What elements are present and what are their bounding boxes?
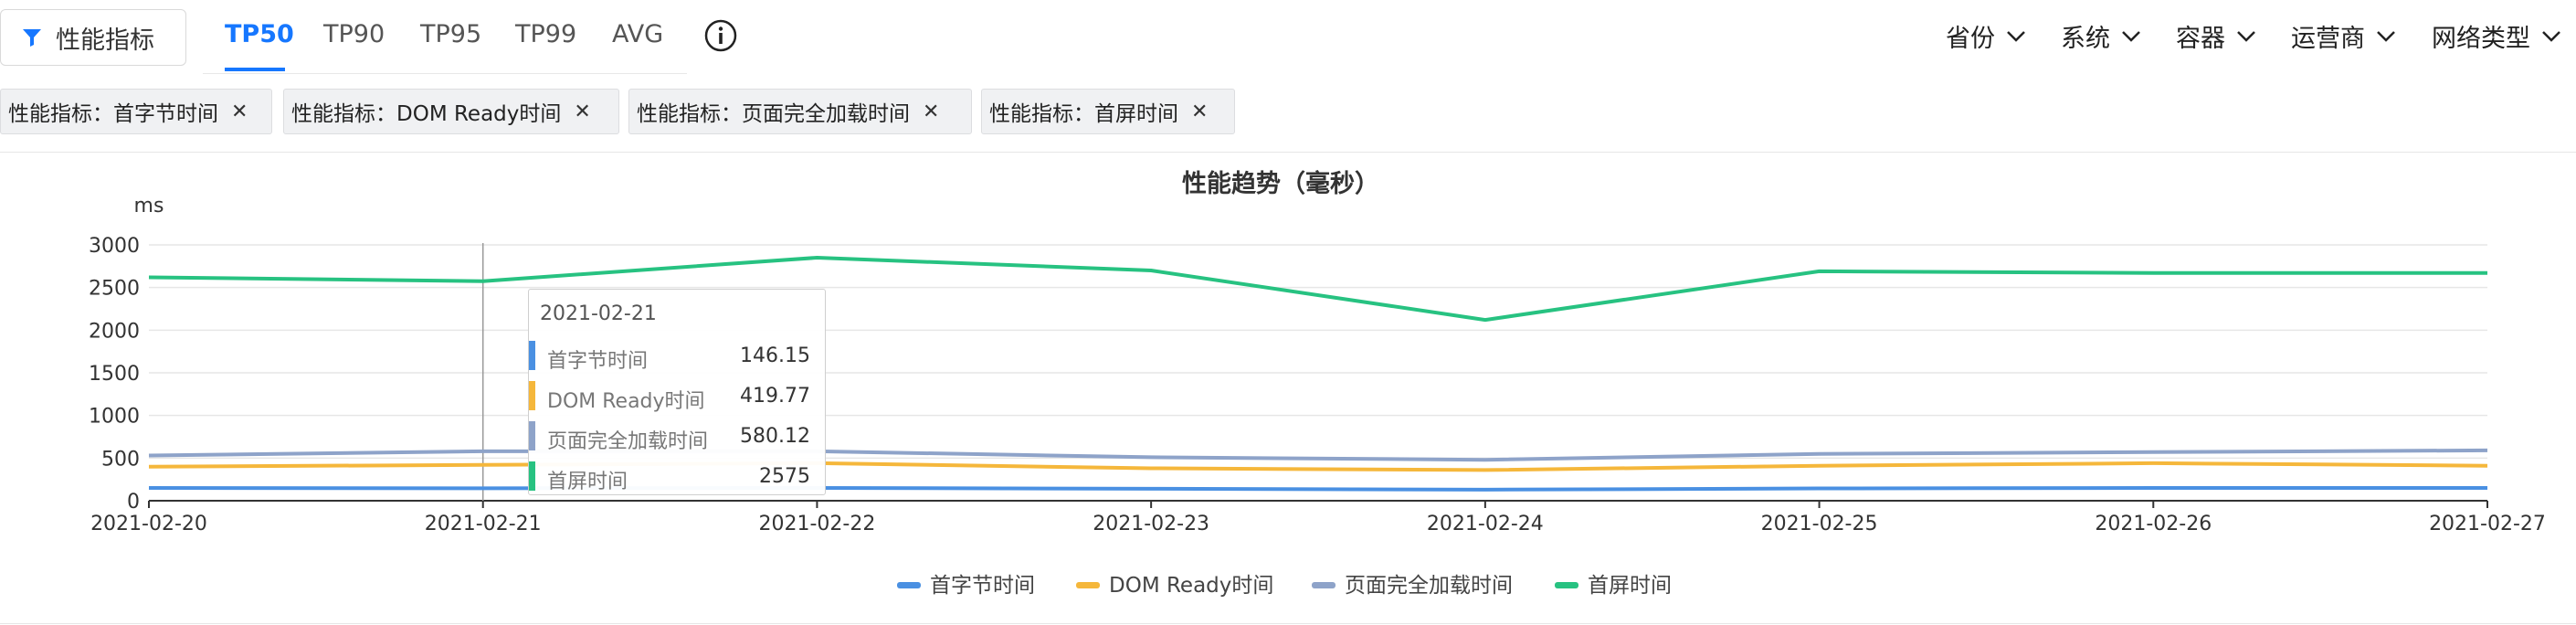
series-line	[148, 461, 2488, 472]
y-axis-unit-label: ms	[134, 195, 164, 217]
filter-tag-label: 性能指标：页面完全加载时间	[637, 102, 910, 126]
tooltip-series-value: 580.12	[740, 425, 810, 448]
tooltip-series-value: 2575	[759, 465, 810, 488]
active-filter-tags: 性能指标：首字节时间 ✕ 性能指标：DOM Ready时间 ✕ 性能指标：页面完…	[0, 84, 2576, 152]
filter-tag: 性能指标：页面完全加载时间 ✕	[628, 89, 972, 134]
active-tab-indicator	[225, 68, 285, 71]
tooltip-row: 页面完全加载时间 580.12	[529, 419, 825, 453]
series-color-marker	[529, 421, 535, 450]
chevron-down-icon	[2122, 30, 2140, 42]
tooltip-date: 2021-02-21	[540, 302, 657, 325]
divider	[0, 152, 2576, 153]
chart-title: 性能趋势（毫秒）	[1182, 169, 1379, 198]
y-tick-label: 0	[127, 491, 140, 514]
y-tick-label: 3000	[89, 235, 140, 258]
tab-tp99[interactable]: TP99	[515, 20, 577, 48]
tooltip-series-value: 419.77	[740, 385, 810, 408]
y-tick-label: 500	[101, 448, 140, 471]
performance-trend-chart: 性能趋势（毫秒） ms 0 500 1000 1500 2000 2500 3000 202…	[89, 169, 2546, 598]
series-color-marker	[529, 461, 535, 491]
system-dropdown[interactable]: 系统	[2061, 18, 2141, 54]
chevron-down-icon	[2377, 30, 2395, 42]
chevron-down-icon	[2237, 30, 2255, 42]
divider	[0, 623, 2576, 624]
network-type-dropdown[interactable]: 网络类型	[2432, 18, 2561, 54]
legend-swatch	[1312, 582, 1336, 588]
tab-avg[interactable]: AVG	[612, 20, 664, 48]
legend-label: DOM Ready时间	[1109, 574, 1273, 598]
toolbar: 性能指标 TP50 TP90 TP95 TP99 AVG 省份 系统 容器 运营…	[0, 0, 2576, 75]
carrier-dropdown-label: 运营商	[2291, 25, 2365, 53]
series-line	[148, 486, 2487, 492]
close-icon[interactable]: ✕	[574, 100, 591, 123]
chevron-down-icon	[2542, 30, 2560, 42]
legend-item[interactable]: 首字节时间	[897, 574, 1035, 598]
carrier-dropdown[interactable]: 运营商	[2291, 18, 2396, 54]
legend-label: 页面完全加载时间	[1345, 574, 1513, 598]
x-tick-label: 2021-02-21	[425, 513, 542, 535]
close-icon[interactable]: ✕	[923, 100, 940, 123]
province-dropdown-label: 省份	[1946, 25, 1995, 53]
legend-label: 首屏时间	[1588, 574, 1672, 598]
tooltip-series-name: DOM Ready时间	[547, 390, 705, 413]
x-tick-label: 2021-02-26	[2095, 513, 2212, 535]
x-tick-label: 2021-02-20	[90, 513, 207, 535]
close-icon[interactable]: ✕	[231, 100, 248, 123]
series-color-marker	[529, 381, 535, 410]
tooltip-row: 首字节时间 146.15	[529, 339, 825, 373]
legend-swatch	[1076, 582, 1100, 588]
metric-filter-button[interactable]: 性能指标	[0, 9, 186, 66]
legend-item[interactable]: DOM Ready时间	[1076, 574, 1273, 598]
metric-filter-label: 性能指标	[56, 26, 154, 55]
series-color-marker	[529, 341, 535, 370]
info-icon[interactable]	[703, 18, 738, 53]
percentile-tabs: TP50 TP90 TP95 TP99 AVG	[203, 0, 687, 74]
network-type-dropdown-label: 网络类型	[2432, 25, 2530, 53]
tab-tp95[interactable]: TP95	[420, 20, 482, 48]
tab-tp90[interactable]: TP90	[323, 20, 385, 48]
tooltip-row: 首屏时间 2575	[529, 460, 825, 493]
legend-swatch	[1555, 582, 1578, 588]
series-line	[148, 256, 2487, 323]
filter-tag-label: 性能指标：首屏时间	[989, 102, 1178, 126]
x-tick-label: 2021-02-27	[2429, 513, 2546, 535]
legend-item[interactable]: 首屏时间	[1555, 574, 1672, 598]
filter-icon	[23, 29, 41, 47]
filter-tag-label: 性能指标：首字节时间	[8, 102, 218, 126]
tooltip-series-value: 146.15	[740, 344, 810, 367]
y-tick-label: 1500	[89, 363, 140, 386]
container-dropdown-label: 容器	[2176, 25, 2225, 53]
legend-swatch	[897, 582, 921, 588]
x-tick-label: 2021-02-25	[1761, 513, 1878, 535]
filter-tag: 性能指标：首屏时间 ✕	[981, 89, 1235, 134]
filter-tag: 性能指标：DOM Ready时间 ✕	[283, 89, 619, 134]
tooltip-series-name: 首屏时间	[547, 471, 628, 493]
x-tick-label: 2021-02-22	[758, 513, 875, 535]
filter-tag-label: 性能指标：DOM Ready时间	[291, 102, 562, 126]
tooltip-series-name: 首字节时间	[547, 350, 649, 373]
tab-tp50[interactable]: TP50	[225, 20, 294, 48]
container-dropdown[interactable]: 容器	[2176, 18, 2256, 54]
y-tick-label: 2000	[89, 320, 140, 343]
close-icon[interactable]: ✕	[1191, 100, 1209, 123]
system-dropdown-label: 系统	[2061, 25, 2110, 53]
chevron-down-icon	[2007, 30, 2025, 42]
x-tick-label: 2021-02-24	[1427, 513, 1544, 535]
province-dropdown[interactable]: 省份	[1946, 18, 2026, 54]
chart-tooltip: 2021-02-21 首字节时间 146.15 DOM Ready时间 419.…	[528, 289, 826, 495]
tooltip-series-name: 页面完全加载时间	[547, 430, 709, 453]
tooltip-row: DOM Ready时间 419.77	[529, 379, 825, 413]
y-tick-label: 2500	[89, 278, 140, 301]
x-tick-label: 2021-02-23	[1093, 513, 1209, 535]
filter-tag: 性能指标：首字节时间 ✕	[0, 89, 272, 134]
y-tick-label: 1000	[89, 406, 140, 429]
legend-label: 首字节时间	[930, 574, 1035, 598]
legend-item[interactable]: 页面完全加载时间	[1312, 574, 1513, 598]
